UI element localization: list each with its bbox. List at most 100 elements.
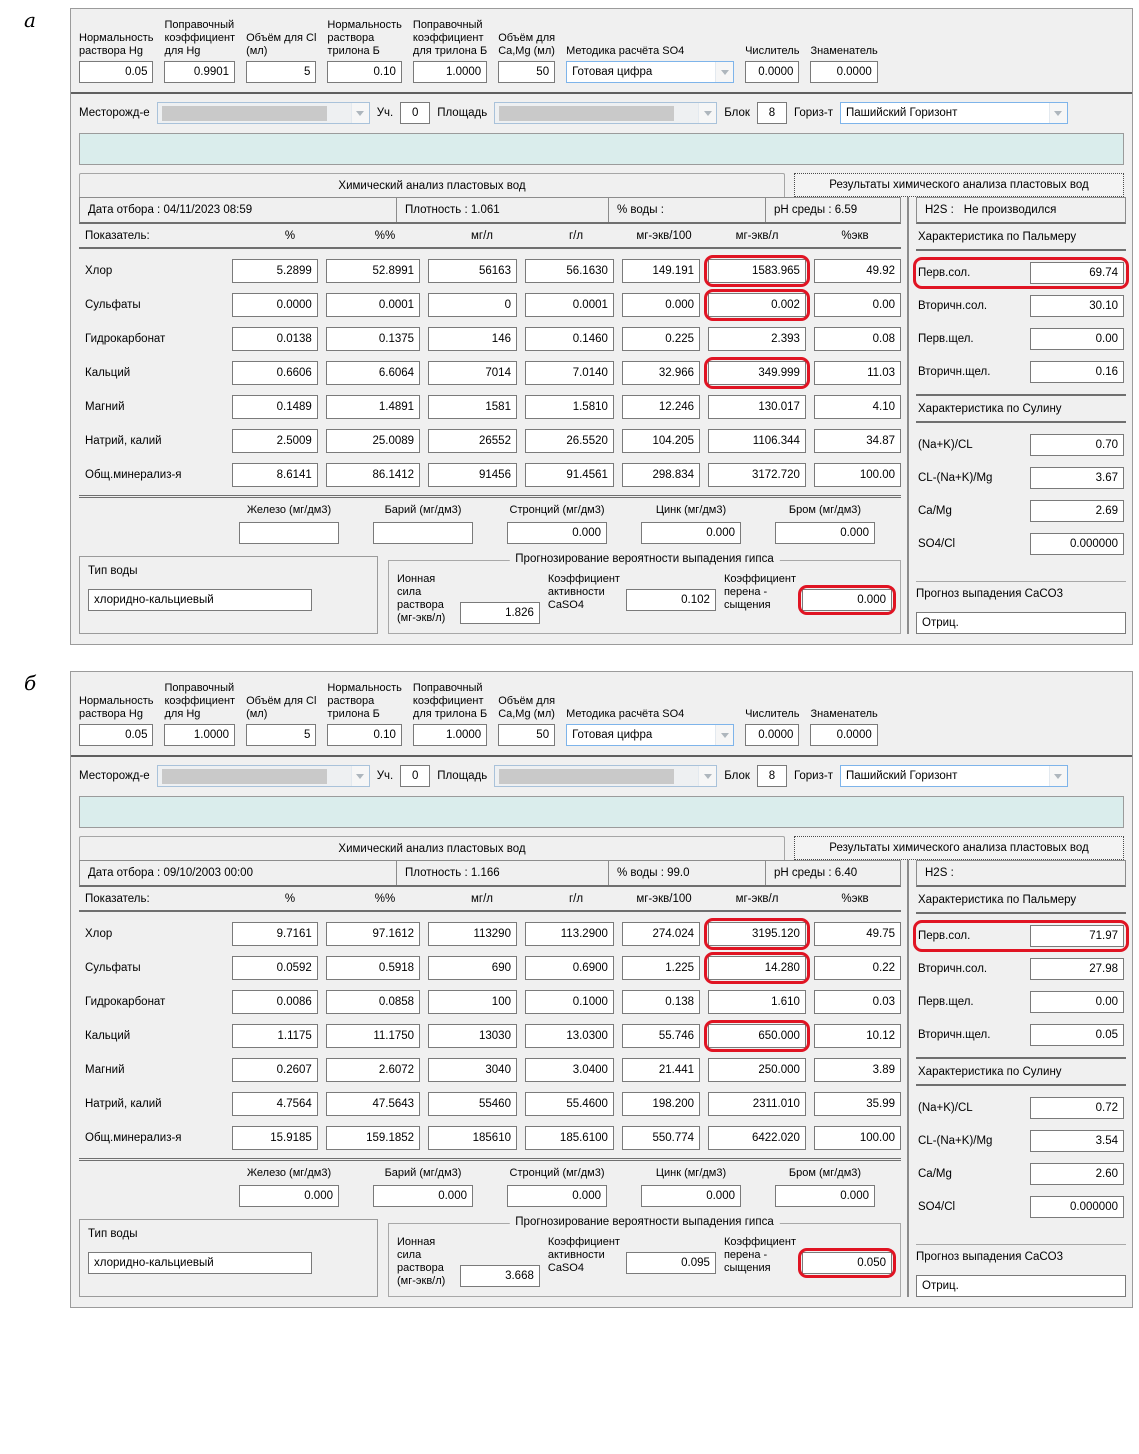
config-field-label: Поправочный коэффициент для трилона Б bbox=[412, 682, 488, 720]
value-cell: 0.0592 bbox=[232, 956, 318, 980]
chevron-down-icon[interactable] bbox=[715, 62, 734, 82]
volume-cl-input[interactable]: 5 bbox=[246, 61, 317, 83]
barium-input[interactable] bbox=[373, 522, 473, 544]
figure-label: а bbox=[24, 8, 36, 32]
config-row: Нормальность раствора Hg 0.05 Поправочны… bbox=[79, 17, 1124, 83]
tab-chemical-analysis[interactable]: Химический анализ пластовых вод bbox=[79, 173, 785, 197]
horizon-select[interactable]: Пашийский Горизонт bbox=[839, 102, 1068, 124]
barium-input[interactable]: 0.000 bbox=[373, 1185, 473, 1207]
normality-hg-input[interactable]: 0.05 bbox=[79, 61, 154, 83]
water-type-field: хлоридно-кальциевый bbox=[88, 589, 312, 611]
field-select[interactable] bbox=[156, 102, 370, 124]
note-bar[interactable] bbox=[79, 796, 1124, 828]
bromine-input[interactable]: 0.000 bbox=[775, 1185, 875, 1207]
chevron-down-icon[interactable] bbox=[350, 103, 369, 123]
sulin-label: (Na+K)/CL bbox=[918, 1102, 973, 1114]
sample-info-row: Дата отбора : 09/10/2003 00:00 Плотность… bbox=[79, 860, 901, 887]
zinc-input[interactable]: 0.000 bbox=[641, 1185, 741, 1207]
oversaturation-field-highlighted: 0.050 bbox=[798, 1248, 896, 1278]
iron-input[interactable] bbox=[239, 522, 339, 544]
column-header: %% bbox=[374, 893, 396, 905]
area-select[interactable] bbox=[494, 765, 718, 787]
uch-input[interactable]: 0 bbox=[400, 102, 431, 124]
coeff-hg-input[interactable]: 1.0000 bbox=[164, 724, 236, 746]
trace-label: Бром (мг/дм3) bbox=[788, 1167, 862, 1179]
numerator-input[interactable]: 0.0000 bbox=[745, 724, 800, 746]
field-select[interactable] bbox=[156, 765, 370, 787]
uch-input[interactable]: 0 bbox=[400, 765, 431, 787]
sulin-rows: (Na+K)/CL 0.72 CL-(Na+K)/Mg 3.54 Ca/Mg 2… bbox=[916, 1086, 1126, 1227]
volume-camg-input[interactable]: 50 bbox=[498, 724, 556, 746]
denominator-input[interactable]: 0.0000 bbox=[810, 61, 878, 83]
config-field-label: Объём для Cl (мл) bbox=[246, 32, 317, 57]
table-row: Кальций 1.1175 11.1750 13030 13.0300 55.… bbox=[85, 1020, 902, 1052]
column-header: г/л bbox=[568, 893, 584, 905]
so4-method-select[interactable]: Готовая цифра bbox=[566, 61, 735, 83]
normality-trilon-input[interactable]: 0.10 bbox=[327, 724, 402, 746]
location-row: Месторожд-е Уч. 0 Площадь Блок 8 Гориз-т… bbox=[79, 765, 1124, 787]
sulin-label: Ca/Mg bbox=[918, 1168, 952, 1180]
value-cell: 1.4891 bbox=[325, 395, 421, 419]
volume-camg-input[interactable]: 50 bbox=[498, 61, 556, 83]
panel-body: Нормальность раствора Hg 0.05 Поправочны… bbox=[70, 8, 1133, 645]
so4-method-select[interactable]: Готовая цифра bbox=[566, 724, 735, 746]
value-cell: 550.774 bbox=[621, 1126, 701, 1150]
config-field-label: Объём для Ca,Mg (мл) bbox=[498, 695, 556, 720]
config-denominator: Знаменатель 0.0000 bbox=[810, 680, 878, 746]
row-label: Натрий, калий bbox=[85, 1098, 162, 1110]
ionic-strength-pair: Ионная сила раствора (мг-экв/л) 1.826 bbox=[397, 573, 540, 625]
chevron-down-icon[interactable] bbox=[698, 103, 717, 123]
chevron-down-icon[interactable] bbox=[1048, 766, 1067, 786]
palmer-label: Перв.щел. bbox=[918, 333, 974, 345]
iron-input[interactable]: 0.000 bbox=[239, 1185, 339, 1207]
trace-label: Барий (мг/дм3) bbox=[384, 1167, 462, 1179]
note-bar[interactable] bbox=[79, 133, 1124, 165]
row-label: Кальций bbox=[85, 1030, 131, 1042]
tab-results[interactable]: Результаты химического анализа пластовых… bbox=[794, 173, 1124, 197]
denominator-input[interactable]: 0.0000 bbox=[810, 724, 878, 746]
normality-hg-input[interactable]: 0.05 bbox=[79, 724, 154, 746]
chevron-down-icon[interactable] bbox=[1048, 103, 1067, 123]
coeff-trilon-input[interactable]: 1.0000 bbox=[412, 61, 488, 83]
right-column: H2S : Не производился Характеристика по П… bbox=[907, 197, 1129, 634]
palmer-value: 0.00 bbox=[1030, 328, 1124, 350]
analysis-panel: б Нормальность раствора Hg 0.05 Поправоч… bbox=[24, 671, 1133, 1308]
strontium-input[interactable]: 0.000 bbox=[507, 522, 607, 544]
value-cell-highlighted: 349.999 bbox=[704, 357, 810, 389]
value-cell: 34.87 bbox=[813, 429, 902, 453]
volume-cl-input[interactable]: 5 bbox=[246, 724, 317, 746]
value-cell: 690 bbox=[428, 956, 517, 980]
strontium-input[interactable]: 0.000 bbox=[507, 1185, 607, 1207]
tab-chemical-analysis[interactable]: Химический анализ пластовых вод bbox=[79, 836, 785, 860]
bromine-input[interactable]: 0.000 bbox=[775, 522, 875, 544]
horizon-value: Пашийский Горизонт bbox=[845, 107, 958, 119]
trace-label: Железо (мг/дм3) bbox=[246, 1167, 332, 1179]
blok-input[interactable]: 8 bbox=[756, 765, 787, 787]
config-normality-hg: Нормальность раствора Hg 0.05 bbox=[79, 17, 154, 83]
activity-coefficient-pair: Коэффициент активности CaSO4 0.095 bbox=[548, 1236, 716, 1275]
blok-input[interactable]: 8 bbox=[756, 102, 787, 124]
area-select[interactable] bbox=[494, 102, 718, 124]
horizon-select[interactable]: Пашийский Горизонт bbox=[839, 765, 1068, 787]
coeff-hg-input[interactable]: 0.9901 bbox=[164, 61, 236, 83]
tab-results[interactable]: Результаты химического анализа пластовых… bbox=[794, 836, 1124, 860]
value-cell: 10.12 bbox=[813, 1024, 902, 1048]
palmer-row: Вторичн.сол. 30.10 bbox=[918, 295, 1124, 317]
trace-metals-section: Железо (мг/дм3) Барий (мг/дм3) Стронций … bbox=[79, 495, 901, 552]
normality-trilon-input[interactable]: 0.10 bbox=[327, 61, 402, 83]
numerator-input[interactable]: 0.0000 bbox=[745, 61, 800, 83]
palmer-label: Вторичн.щел. bbox=[918, 1029, 991, 1041]
trace-iron: Железо (мг/дм3) bbox=[227, 504, 351, 544]
chevron-down-icon[interactable] bbox=[698, 766, 717, 786]
coeff-trilon-input[interactable]: 1.0000 bbox=[412, 724, 488, 746]
palmer-title: Характеристика по Пальмеру bbox=[916, 887, 1126, 914]
chevron-down-icon[interactable] bbox=[350, 766, 369, 786]
value-cell: 185610 bbox=[428, 1126, 517, 1150]
chevron-down-icon[interactable] bbox=[715, 725, 734, 745]
config-field-label: Объём для Cl (мл) bbox=[246, 695, 317, 720]
zinc-input[interactable]: 0.000 bbox=[641, 522, 741, 544]
ionic-strength-field: 1.826 bbox=[460, 602, 540, 624]
value-cell: 298.834 bbox=[621, 463, 701, 487]
redacted-value bbox=[499, 768, 675, 784]
info-density-label: Плотность : bbox=[405, 204, 468, 216]
